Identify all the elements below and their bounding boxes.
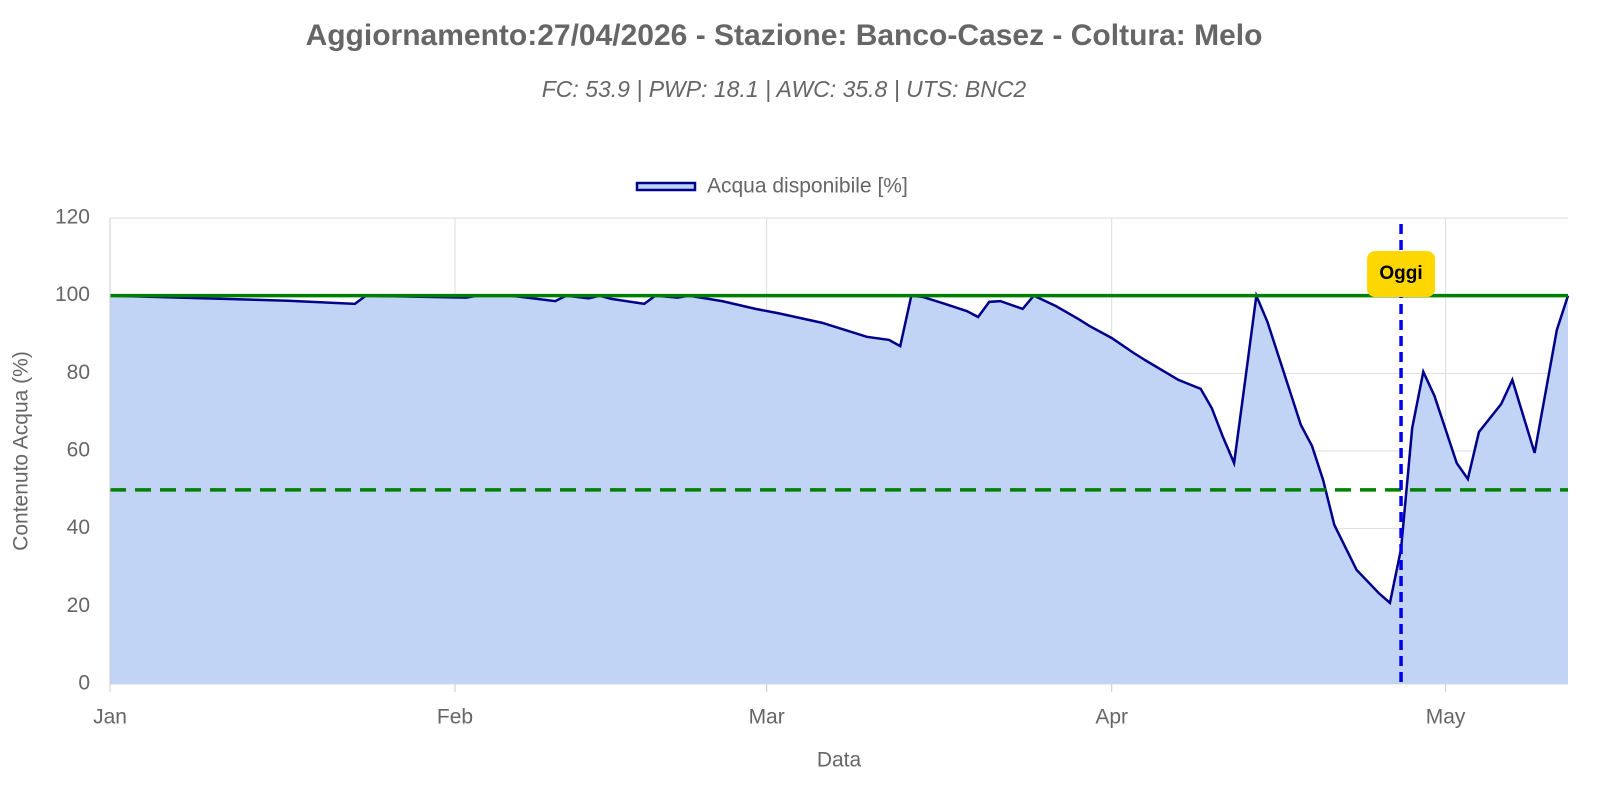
x-tick-label: Feb	[437, 706, 473, 729]
y-tick-label: 20	[67, 594, 90, 617]
x-tick-label: Apr	[1095, 706, 1128, 729]
legend-swatch	[635, 181, 697, 192]
y-tick-label: 120	[55, 206, 90, 229]
y-axis-label: Contenuto Acqua (%)	[10, 351, 33, 551]
today-label: Oggi	[1379, 263, 1422, 284]
x-tick-label: Mar	[749, 706, 785, 729]
today-box	[1367, 251, 1436, 297]
x-axis-label: Data	[817, 749, 862, 772]
x-tick-label: May	[1426, 706, 1466, 729]
chart-subtitle: FC: 53.9 | PWP: 18.1 | AWC: 35.8 | UTS: …	[542, 76, 1027, 102]
chart-title: Aggiornamento:27/04/2026 - Stazione: Ban…	[306, 19, 1263, 52]
y-tick-label: 80	[67, 361, 90, 384]
y-tick-label: 40	[67, 516, 90, 539]
line	[109, 290, 1570, 606]
legend-label: Acqua disponibile [%]	[707, 175, 908, 198]
y-tick-label: 60	[67, 439, 90, 462]
y-tick-label: 100	[55, 283, 90, 306]
y-tick-label: 0	[78, 672, 90, 695]
x-tick-label: Jan	[93, 706, 127, 729]
